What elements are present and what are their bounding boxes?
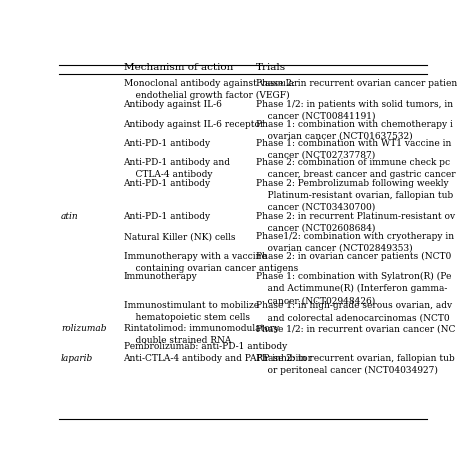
Text: Immunotherapy: Immunotherapy xyxy=(124,272,197,281)
Text: Immunotherapy with a vaccine
    containing ovarian cancer antigens: Immunotherapy with a vaccine containing … xyxy=(124,252,298,273)
Text: Phase1/2: combination with cryotherapy in
    ovarian cancer (NCT02849353): Phase1/2: combination with cryotherapy i… xyxy=(256,232,454,253)
Text: Phase 1/2: in recurrent ovarian cancer (NC: Phase 1/2: in recurrent ovarian cancer (… xyxy=(256,324,455,333)
Text: Antibody against IL-6: Antibody against IL-6 xyxy=(124,100,222,109)
Text: Immunostimulant to mobilize
    hematopoietic stem cells: Immunostimulant to mobilize hematopoieti… xyxy=(124,301,259,322)
Text: Phase 1: combination with WT1 vaccine in
    cancer (NCT02737787): Phase 1: combination with WT1 vaccine in… xyxy=(256,139,451,160)
Text: Anti-PD-1 antibody: Anti-PD-1 antibody xyxy=(124,139,210,148)
Text: Phase 1/2: in patients with solid tumors, in
    cancer (NCT00841191): Phase 1/2: in patients with solid tumors… xyxy=(256,100,453,121)
Text: Phase 2: Pembrolizumab following weekly
    Platinum-resistant ovarian, fallopia: Phase 2: Pembrolizumab following weekly … xyxy=(256,179,453,212)
Text: Antibody against IL-6 receptor: Antibody against IL-6 receptor xyxy=(124,119,265,128)
Text: Natural Killer (NK) cells: Natural Killer (NK) cells xyxy=(124,232,235,241)
Text: Phase 2: in recurrent ovarian, fallopian tub
    or peritoneal cancer (NCT040349: Phase 2: in recurrent ovarian, fallopian… xyxy=(256,355,455,375)
Text: Anti-PD-1 antibody: Anti-PD-1 antibody xyxy=(124,179,210,188)
Text: Monoclonal antibody against vascular
    endothelial growth factor (VEGF): Monoclonal antibody against vascular end… xyxy=(124,79,298,100)
Text: Phase 2: in recurrent ovarian cancer patien: Phase 2: in recurrent ovarian cancer pat… xyxy=(256,79,457,88)
Text: atin: atin xyxy=(61,212,79,221)
Text: Phase 2: in ovarian cancer patients (NCT0: Phase 2: in ovarian cancer patients (NCT… xyxy=(256,252,451,261)
Text: Phase 2: in recurrent Platinum-resistant ov
    cancer (NCT02608684): Phase 2: in recurrent Platinum-resistant… xyxy=(256,212,455,233)
Text: Phase 1: combination with Sylatron(R) (Pe
    and Actimmune(R) (Interferon gamma: Phase 1: combination with Sylatron(R) (P… xyxy=(256,272,451,305)
Text: Trials: Trials xyxy=(256,64,286,73)
Text: rolizumab: rolizumab xyxy=(61,324,107,333)
Text: laparib: laparib xyxy=(61,355,93,364)
Text: Anti-PD-1 antibody: Anti-PD-1 antibody xyxy=(124,212,210,221)
Text: Pembrolizumab: anti-PD-1 antibody: Pembrolizumab: anti-PD-1 antibody xyxy=(124,342,287,351)
Text: Rintatolimod: immunomodulatory
    double strained RNA: Rintatolimod: immunomodulatory double st… xyxy=(124,324,279,345)
Text: Phase 2: combination of immune check pc
    cancer, breast cancer and gastric ca: Phase 2: combination of immune check pc … xyxy=(256,158,456,179)
Text: Phase 1: combination with chemotherapy i
    ovarian cancer (NCT01637532): Phase 1: combination with chemotherapy i… xyxy=(256,119,453,140)
Text: Anti-PD-1 antibody and
    CTLA-4 antibody: Anti-PD-1 antibody and CTLA-4 antibody xyxy=(124,158,230,179)
Text: Mechanism of action: Mechanism of action xyxy=(124,64,233,73)
Text: Phase 1: in high-grade serous ovarian, adv
    and colorectal adenocarcinomas (N: Phase 1: in high-grade serous ovarian, a… xyxy=(256,301,452,322)
Text: Anti-CTLA-4 antibody and PARP inhibitor: Anti-CTLA-4 antibody and PARP inhibitor xyxy=(124,355,312,364)
